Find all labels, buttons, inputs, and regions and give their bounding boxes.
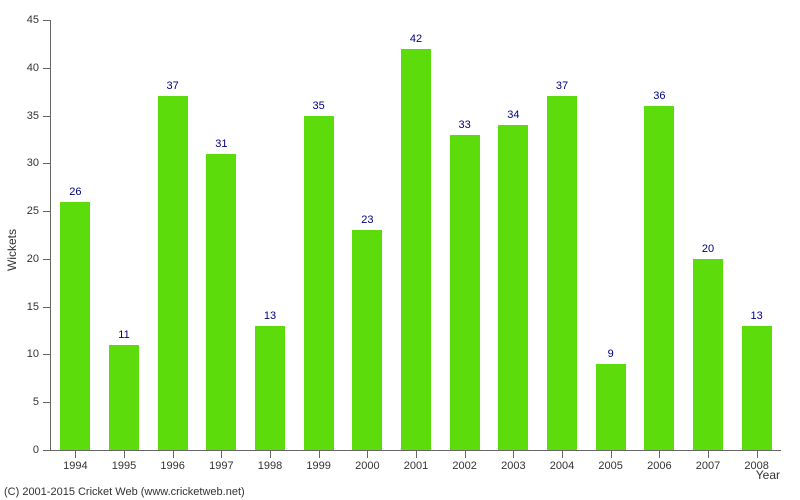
- y-tick: [43, 116, 51, 117]
- chart-container: Wickets 0 5 10 15 20 25 30 35 40 45 26 1994 11 1995 37…: [0, 0, 800, 500]
- bar: [596, 364, 626, 450]
- y-tick: [43, 402, 51, 403]
- y-tick: [43, 450, 51, 451]
- bar-value-label: 9: [608, 348, 614, 360]
- bar: [401, 49, 431, 450]
- bar: [693, 259, 723, 450]
- x-tick-label: 2007: [696, 460, 720, 472]
- x-tick-label: 1995: [112, 460, 136, 472]
- y-tick: [43, 307, 51, 308]
- bar: [742, 326, 772, 450]
- x-tick-label: 2004: [550, 460, 574, 472]
- bar-value-label: 13: [751, 310, 763, 322]
- x-tick: [562, 450, 563, 458]
- y-tick-label: 20: [27, 253, 39, 265]
- y-tick-label: 25: [27, 205, 39, 217]
- bar: [547, 96, 577, 450]
- x-tick-label: 2002: [452, 460, 476, 472]
- bar-value-label: 37: [167, 80, 179, 92]
- y-tick-label: 5: [33, 396, 39, 408]
- bar-value-label: 23: [361, 214, 373, 226]
- x-tick: [367, 450, 368, 458]
- x-tick-label: 2000: [355, 460, 379, 472]
- x-tick: [757, 450, 758, 458]
- x-tick-label: 2006: [647, 460, 671, 472]
- x-tick-label: 1996: [160, 460, 184, 472]
- x-tick: [319, 450, 320, 458]
- x-tick: [124, 450, 125, 458]
- x-axis-label: Year: [756, 468, 780, 482]
- x-tick-label: 1997: [209, 460, 233, 472]
- x-tick-label: 1999: [306, 460, 330, 472]
- y-tick-label: 45: [27, 14, 39, 26]
- bar: [644, 106, 674, 450]
- bar: [450, 135, 480, 450]
- y-tick: [43, 259, 51, 260]
- bar-value-label: 11: [118, 329, 129, 341]
- x-tick: [659, 450, 660, 458]
- bar: [60, 202, 90, 450]
- bar-value-label: 31: [215, 138, 227, 150]
- y-tick-label: 35: [27, 110, 39, 122]
- copyright-text: (C) 2001-2015 Cricket Web (www.cricketwe…: [4, 486, 245, 498]
- x-tick-label: 2005: [598, 460, 622, 472]
- bar-value-label: 42: [410, 33, 422, 45]
- bar-value-label: 35: [313, 100, 325, 112]
- bar-value-label: 13: [264, 310, 276, 322]
- x-tick: [513, 450, 514, 458]
- bar-value-label: 20: [702, 243, 714, 255]
- y-tick: [43, 211, 51, 212]
- x-tick: [416, 450, 417, 458]
- y-tick: [43, 354, 51, 355]
- y-tick: [43, 20, 51, 21]
- bar-value-label: 36: [653, 90, 665, 102]
- bar: [206, 154, 236, 450]
- x-tick: [221, 450, 222, 458]
- x-tick: [708, 450, 709, 458]
- x-tick-label: 1994: [63, 460, 87, 472]
- y-tick-label: 15: [27, 301, 39, 313]
- x-tick-label: 2003: [501, 460, 525, 472]
- bar: [255, 326, 285, 450]
- bar: [158, 96, 188, 450]
- x-tick: [465, 450, 466, 458]
- y-tick-label: 40: [27, 62, 39, 74]
- x-tick: [75, 450, 76, 458]
- x-tick: [270, 450, 271, 458]
- x-tick-label: 2001: [404, 460, 428, 472]
- y-tick-label: 30: [27, 157, 39, 169]
- y-tick-label: 0: [33, 444, 39, 456]
- y-axis-label: Wickets: [5, 229, 19, 271]
- x-tick-label: 1998: [258, 460, 282, 472]
- x-tick: [611, 450, 612, 458]
- bar-value-label: 34: [507, 109, 519, 121]
- bar: [304, 116, 334, 450]
- plot-area: 0510152025303540452619941119953719963119…: [50, 20, 781, 451]
- y-tick: [43, 163, 51, 164]
- x-tick: [173, 450, 174, 458]
- y-tick-label: 10: [27, 348, 39, 360]
- bar: [109, 345, 139, 450]
- y-tick: [43, 68, 51, 69]
- bar: [352, 230, 382, 450]
- bar: [498, 125, 528, 450]
- bar-value-label: 26: [69, 186, 81, 198]
- bar-value-label: 33: [459, 119, 471, 131]
- bar-value-label: 37: [556, 80, 568, 92]
